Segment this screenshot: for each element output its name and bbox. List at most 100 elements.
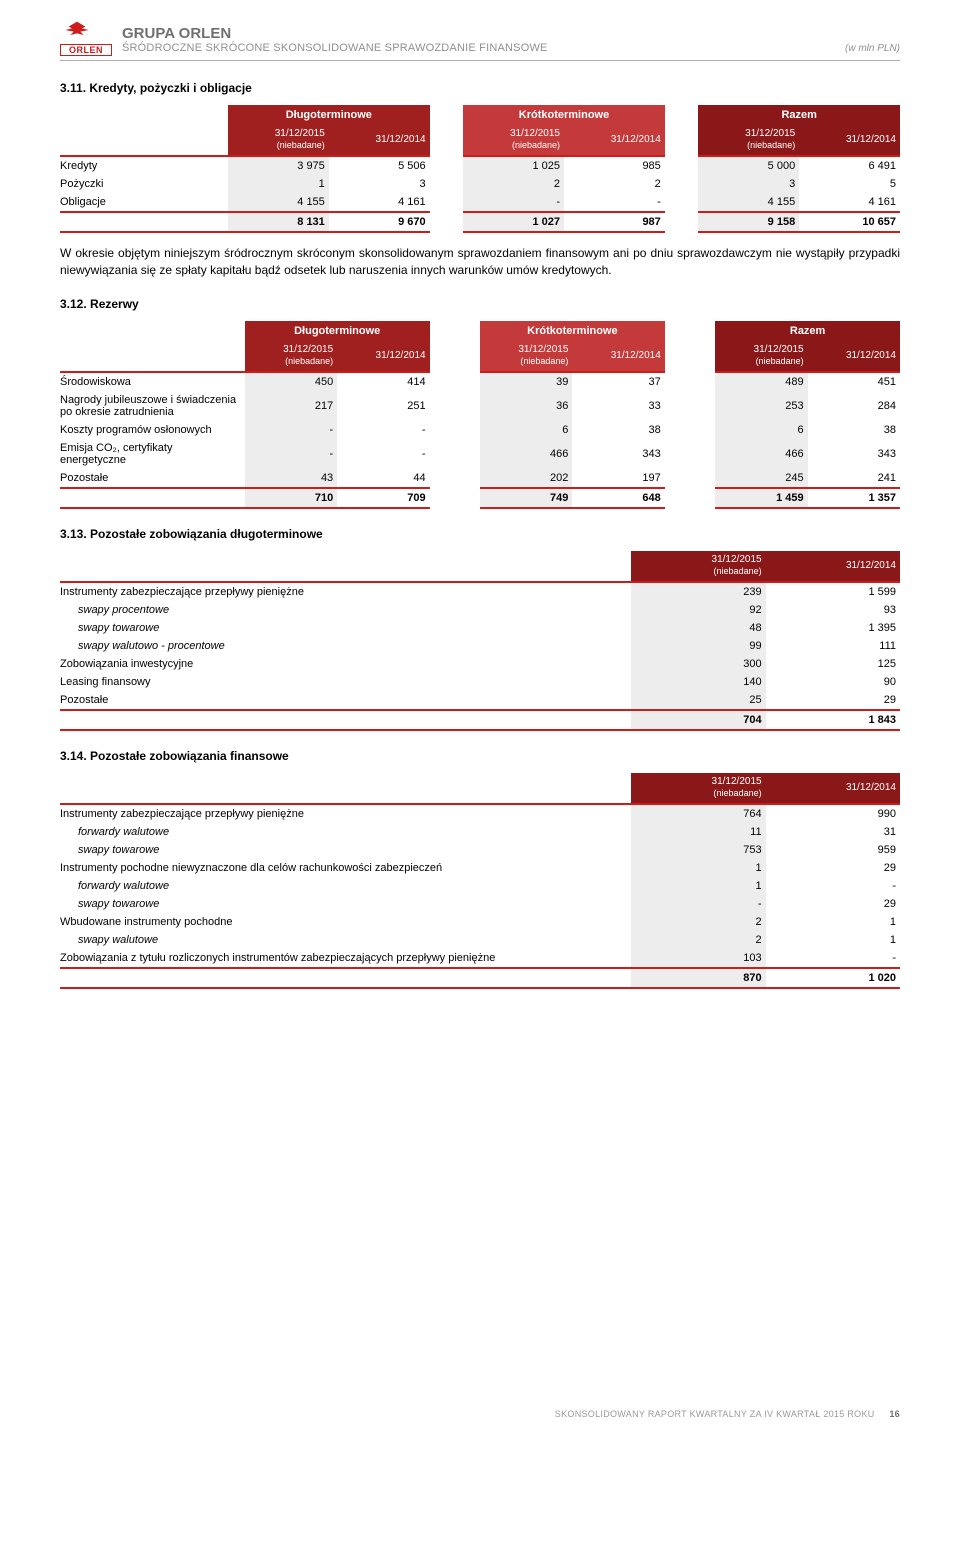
col-date: 31/12/2015 [754,344,804,355]
cell: 99 [631,637,765,655]
cell: - [564,193,665,212]
table-row: 31/12/2015(niebadane) 31/12/2014 [60,551,900,582]
header-titles: GRUPA ORLEN ŚRÓDROCZNE SKRÓCONE SKONSOLI… [122,25,835,54]
cell: 217 [245,391,337,421]
col-sub: (niebadane) [512,140,560,150]
company-name: GRUPA ORLEN [122,25,835,42]
cell: 4 155 [698,193,799,212]
table-row: Kredyty3 9755 5061 0259855 0006 491 [60,156,900,175]
table-row: Pozostałe2529 [60,691,900,710]
cell: 5 000 [698,156,799,175]
row-label: Wbudowane instrumenty pochodne [60,913,631,931]
cell: 753 [631,841,765,859]
col-date: 31/12/2014 [846,560,896,571]
cell: - [463,193,564,212]
table-total-row: 870 1 020 [60,968,900,988]
cell: 9 158 [698,212,799,232]
table-total-row: 704 1 843 [60,710,900,730]
page-header: ORLEN GRUPA ORLEN ŚRÓDROCZNE SKRÓCONE SK… [60,20,900,61]
table-row: swapy walutowo - procentowe99111 [60,637,900,655]
table-313: 31/12/2015(niebadane) 31/12/2014 Instrum… [60,551,900,731]
cell: 9 670 [329,212,430,232]
row-label: Środowiskowa [60,372,245,391]
cell: 704 [631,710,765,730]
cell: 90 [766,673,900,691]
cell: 36 [480,391,572,421]
paragraph-311: W okresie objętym niniejszym śródrocznym… [60,245,900,279]
col-date: 31/12/2014 [611,134,661,145]
table-312: Długoterminowe Krótkoterminowe Razem 31/… [60,321,900,509]
section-312-title: 3.12. Rezerwy [60,297,900,311]
row-label: Zobowiązania inwestycyjne [60,655,631,673]
col-date: 31/12/2015 [510,128,560,139]
orlen-logo: ORLEN [60,20,112,54]
cell: 29 [766,691,900,710]
cell: 8 131 [228,212,329,232]
cell: 648 [572,488,664,508]
table-row: forwardy walutowe1- [60,877,900,895]
table-row: forwardy walutowe1131 [60,823,900,841]
section-314-title: 3.14. Pozostałe zobowiązania finansowe [60,749,900,763]
cell: 985 [564,156,665,175]
cell: - [766,877,900,895]
row-label: Obligacje [60,193,228,212]
col-date: 31/12/2015 [275,128,325,139]
table-row: Nagrody jubileuszowe i świadczenia po ok… [60,391,900,421]
table-row: Instrumenty zabezpieczające przepływy pi… [60,582,900,601]
col-sub: (niebadane) [714,788,762,798]
cell: 39 [480,372,572,391]
cell: 1 [631,859,765,877]
cell: 33 [572,391,664,421]
cell: - [337,421,429,439]
row-label: swapy towarowe [60,619,631,637]
table-row: 31/12/2015(niebadane) 31/12/2014 [60,773,900,804]
footer-text: SKONSOLIDOWANY RAPORT KWARTALNY ZA IV KW… [555,1409,875,1419]
col-date: 31/12/2015 [518,344,568,355]
cell: 5 506 [329,156,430,175]
row-label: swapy towarowe [60,895,631,913]
cell: 2 [564,175,665,193]
table-row: Zobowiązania z tytułu rozliczonych instr… [60,949,900,968]
cell: 93 [766,601,900,619]
row-label: Emisja CO₂, certyfikaty energetyczne [60,439,245,469]
cell: 10 657 [799,212,900,232]
cell: 3 [698,175,799,193]
cell: 2 [631,931,765,949]
row-label: Instrumenty zabezpieczające przepływy pi… [60,804,631,823]
cell: 241 [808,469,900,488]
cell: 450 [245,372,337,391]
col-sub: (niebadane) [756,356,804,366]
row-label: swapy towarowe [60,841,631,859]
cell: 1 843 [766,710,900,730]
page-number: 16 [889,1409,900,1419]
col-date: 31/12/2015 [712,776,762,787]
col-date: 31/12/2014 [846,134,896,145]
page-footer: SKONSOLIDOWANY RAPORT KWARTALNY ZA IV KW… [60,1409,900,1419]
cell: 239 [631,582,765,601]
cell: 1 025 [463,156,564,175]
col-date: 31/12/2014 [376,350,426,361]
col-sub: (niebadane) [747,140,795,150]
col-sub: (niebadane) [520,356,568,366]
row-label: Zobowiązania z tytułu rozliczonych instr… [60,949,631,968]
report-subtitle: ŚRÓDROCZNE SKRÓCONE SKONSOLIDOWANE SPRAW… [122,42,835,54]
col-date: 31/12/2014 [611,350,661,361]
cell: 1 [631,877,765,895]
row-label: Instrumenty zabezpieczające przepływy pi… [60,582,631,601]
cell: 300 [631,655,765,673]
cell: 38 [572,421,664,439]
table-311: Długoterminowe Krótkoterminowe Razem 31/… [60,105,900,233]
col-date: 31/12/2015 [745,128,795,139]
section-311-title: 3.11. Kredyty, pożyczki i obligacje [60,81,900,95]
table-row: Zobowiązania inwestycyjne300125 [60,655,900,673]
row-label: Kredyty [60,156,228,175]
col-date: 31/12/2014 [376,134,426,145]
cell: - [245,439,337,469]
row-label: Pożyczki [60,175,228,193]
cell: 451 [808,372,900,391]
table-row: swapy procentowe9293 [60,601,900,619]
cell: 11 [631,823,765,841]
col-date: 31/12/2015 [283,344,333,355]
cell: 44 [337,469,429,488]
cell: 253 [715,391,807,421]
